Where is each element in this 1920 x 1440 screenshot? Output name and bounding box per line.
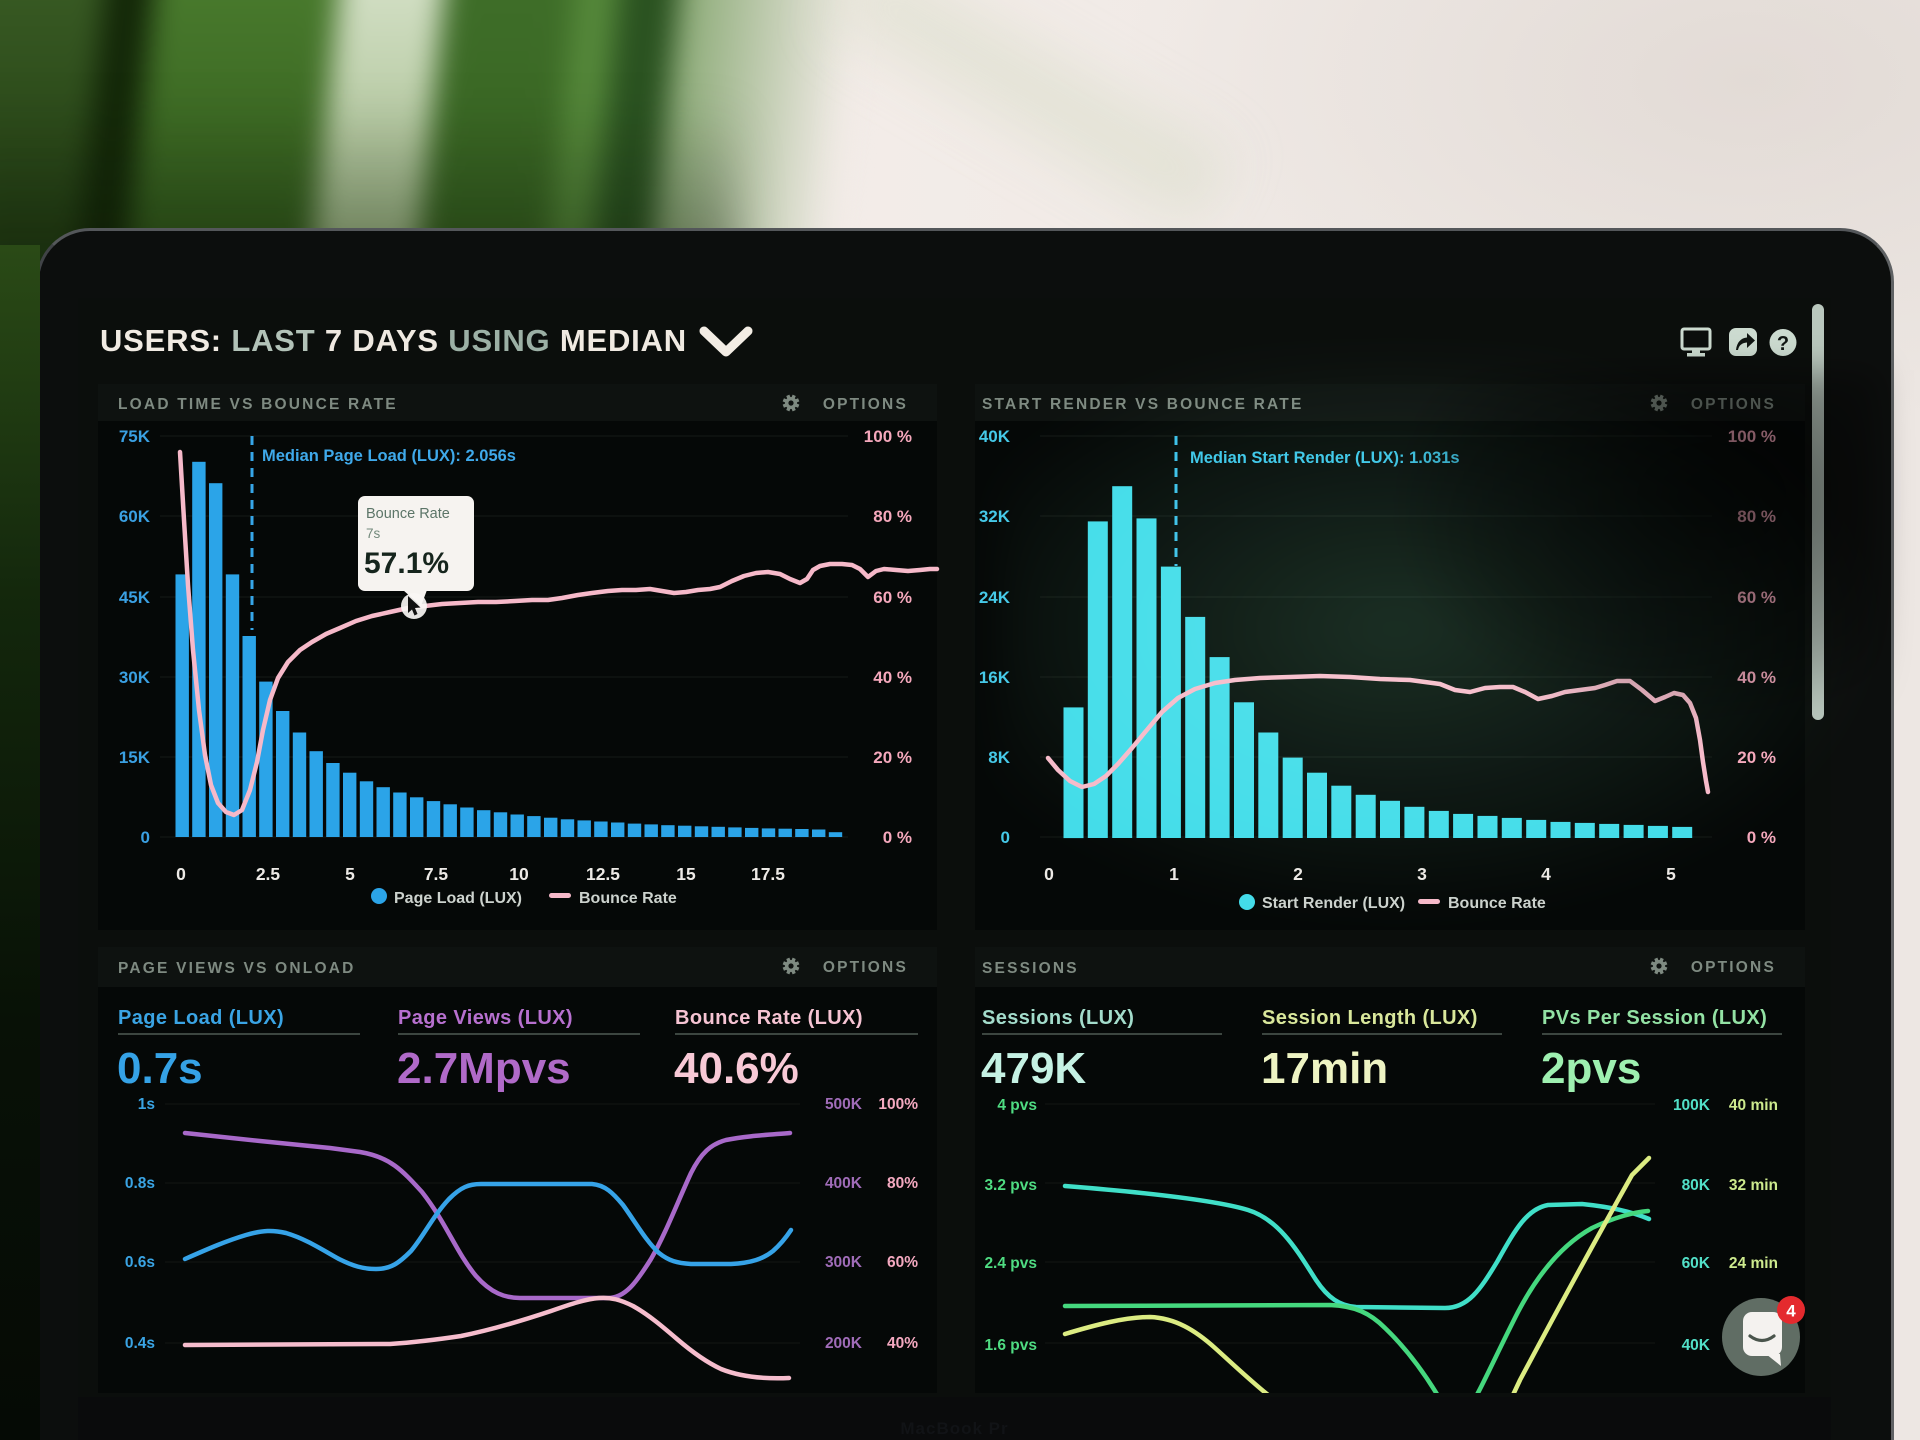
svg-text:17.5: 17.5: [751, 864, 785, 884]
svg-text:?: ?: [1777, 333, 1789, 355]
svg-text:Median Page Load (LUX): 2.056s: Median Page Load (LUX): 2.056s: [262, 447, 516, 465]
svg-text:1.6 pvs: 1.6 pvs: [984, 1337, 1037, 1354]
svg-text:45K: 45K: [119, 588, 151, 607]
svg-text:32 min: 32 min: [1729, 1177, 1778, 1194]
svg-text:4 pvs: 4 pvs: [997, 1097, 1037, 1114]
svg-text:60K: 60K: [119, 507, 151, 526]
svg-text:Start Render (LUX): Start Render (LUX): [1262, 895, 1405, 912]
svg-text:16K: 16K: [979, 668, 1011, 687]
svg-text:40 %: 40 %: [873, 668, 912, 687]
svg-text:20 %: 20 %: [873, 748, 912, 767]
svg-text:Bounce Rate: Bounce Rate: [579, 890, 677, 907]
svg-text:24K: 24K: [979, 588, 1011, 607]
svg-text:0 %: 0 %: [1747, 828, 1776, 847]
svg-text:PVs Per Session (LUX): PVs Per Session (LUX): [1542, 1007, 1767, 1029]
svg-text:40%: 40%: [887, 1335, 918, 1352]
svg-text:8K: 8K: [988, 748, 1010, 767]
svg-text:Page Views (LUX): Page Views (LUX): [398, 1007, 573, 1029]
svg-text:0 %: 0 %: [883, 828, 912, 847]
svg-text:4: 4: [1541, 864, 1551, 884]
svg-text:Page Load (LUX): Page Load (LUX): [394, 890, 522, 907]
svg-text:40 min: 40 min: [1729, 1097, 1778, 1114]
svg-text:15K: 15K: [119, 748, 151, 767]
svg-text:0: 0: [141, 828, 150, 847]
svg-text:5: 5: [345, 864, 355, 884]
svg-text:500K: 500K: [825, 1096, 863, 1113]
svg-text:60K: 60K: [1682, 1255, 1711, 1272]
svg-text:0.8s: 0.8s: [125, 1175, 155, 1192]
svg-text:100%: 100%: [878, 1096, 918, 1113]
svg-text:32K: 32K: [979, 507, 1011, 526]
svg-text:75K: 75K: [119, 427, 151, 446]
svg-text:3.2 pvs: 3.2 pvs: [984, 1177, 1037, 1194]
svg-text:1: 1: [1169, 864, 1179, 884]
svg-text:PAGE VIEWS VS ONLOAD: PAGE VIEWS VS ONLOAD: [118, 960, 356, 977]
svg-text:100K: 100K: [1673, 1097, 1711, 1114]
svg-text:OPTIONS: OPTIONS: [823, 396, 908, 413]
svg-text:24 min: 24 min: [1729, 1255, 1778, 1272]
svg-text:60 %: 60 %: [873, 588, 912, 607]
svg-text:OPTIONS: OPTIONS: [823, 959, 908, 976]
svg-text:0: 0: [1044, 864, 1054, 884]
svg-text:Bounce Rate: Bounce Rate: [1448, 895, 1546, 912]
svg-text:200K: 200K: [825, 1335, 863, 1352]
svg-text:0.6s: 0.6s: [125, 1254, 155, 1271]
svg-text:7.5: 7.5: [424, 864, 449, 884]
svg-text:Page Load (LUX): Page Load (LUX): [118, 1007, 284, 1029]
svg-text:2.7Mpvs: 2.7Mpvs: [397, 1044, 571, 1093]
svg-text:479K: 479K: [981, 1044, 1086, 1093]
svg-text:4: 4: [1786, 1302, 1796, 1321]
svg-text:30K: 30K: [119, 668, 151, 687]
svg-text:SESSIONS: SESSIONS: [982, 960, 1079, 977]
svg-text:0: 0: [176, 864, 186, 884]
svg-text:60%: 60%: [887, 1254, 918, 1271]
svg-text:12.5: 12.5: [586, 864, 620, 884]
svg-text:15: 15: [676, 864, 696, 884]
svg-text:0.7s: 0.7s: [117, 1044, 203, 1093]
svg-text:17min: 17min: [1261, 1044, 1388, 1093]
svg-text:Bounce Rate (LUX): Bounce Rate (LUX): [675, 1007, 863, 1029]
svg-text:5: 5: [1666, 864, 1676, 884]
svg-text:2.4 pvs: 2.4 pvs: [984, 1255, 1037, 1272]
svg-text:2.5: 2.5: [256, 864, 281, 884]
svg-text:0: 0: [1001, 828, 1010, 847]
svg-text:LOAD TIME VS BOUNCE RATE: LOAD TIME VS BOUNCE RATE: [118, 396, 398, 413]
svg-text:Bounce Rate: Bounce Rate: [366, 506, 450, 522]
svg-text:400K: 400K: [825, 1175, 863, 1192]
svg-text:Session Length (LUX): Session Length (LUX): [1262, 1007, 1478, 1029]
svg-text:80%: 80%: [887, 1175, 918, 1192]
svg-text:USERS: LAST 7 DAYS USING MEDIA: USERS: LAST 7 DAYS USING MEDIAN: [100, 323, 687, 358]
svg-text:7s: 7s: [366, 526, 381, 541]
svg-text:80K: 80K: [1682, 1177, 1711, 1194]
svg-text:1s: 1s: [138, 1096, 155, 1113]
svg-text:100 %: 100 %: [864, 427, 912, 446]
svg-text:0.4s: 0.4s: [125, 1335, 155, 1352]
svg-text:10: 10: [509, 864, 529, 884]
svg-text:2: 2: [1293, 864, 1303, 884]
svg-text:START RENDER VS BOUNCE RATE: START RENDER VS BOUNCE RATE: [982, 396, 1303, 413]
svg-text:40.6%: 40.6%: [674, 1044, 799, 1093]
svg-text:40K: 40K: [979, 427, 1011, 446]
svg-text:57.1%: 57.1%: [364, 547, 449, 580]
svg-text:80 %: 80 %: [873, 507, 912, 526]
svg-text:40K: 40K: [1682, 1337, 1711, 1354]
svg-text:3: 3: [1417, 864, 1427, 884]
svg-text:Sessions (LUX): Sessions (LUX): [982, 1007, 1134, 1029]
svg-text:300K: 300K: [825, 1254, 863, 1271]
svg-text:2pvs: 2pvs: [1541, 1044, 1641, 1093]
svg-text:OPTIONS: OPTIONS: [1691, 959, 1776, 976]
